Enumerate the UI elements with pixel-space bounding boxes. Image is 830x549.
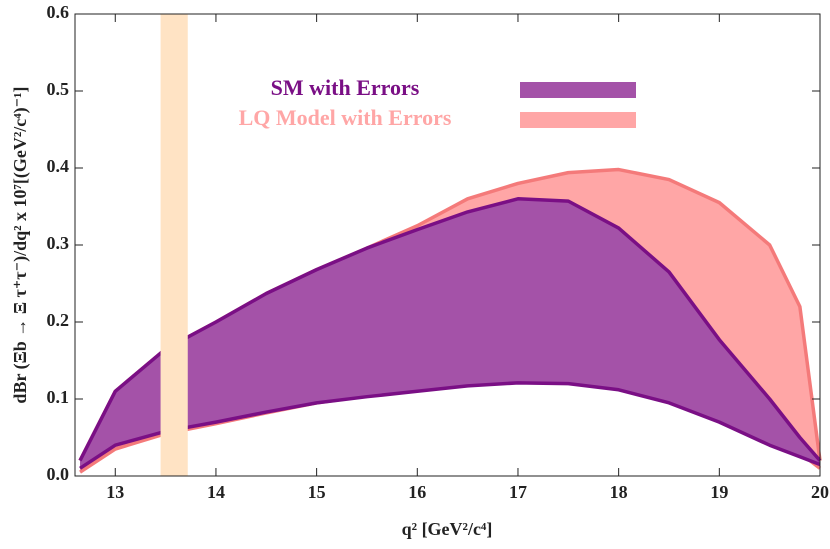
- band-edge: [78, 197, 822, 462]
- x-tick-label: 16: [408, 482, 426, 502]
- x-axis-label: q² [GeV²/c⁴]: [402, 519, 493, 539]
- x-tick-label: 20: [811, 482, 829, 502]
- y-tick-label: 0.0: [47, 464, 70, 484]
- y-tick-label: 0.3: [47, 233, 70, 253]
- legend-label: SM with Errors: [271, 75, 420, 100]
- y-axis-label: dBr (Ξb → Ξ τ⁺τ⁻)/dq² x 10⁷[(GeV²/c⁴)⁻¹]: [10, 86, 31, 403]
- y-tick-label: 0.5: [47, 79, 70, 99]
- legend-label: LQ Model with Errors: [239, 105, 452, 130]
- y-tick-label: 0.1: [47, 387, 70, 407]
- y-tick-label: 0.4: [47, 156, 70, 176]
- x-tick-label: 17: [509, 482, 527, 502]
- y-tick-label: 0.2: [47, 310, 70, 330]
- band-area: [80, 198, 820, 469]
- x-tick-label: 18: [610, 482, 628, 502]
- x-tick-label: 14: [207, 482, 225, 502]
- shaded-region: [160, 14, 188, 476]
- x-tick-label: 13: [106, 482, 124, 502]
- legend-swatch: [520, 112, 636, 128]
- legend-swatch: [520, 82, 636, 98]
- band-edge: [79, 381, 821, 470]
- x-tick-label: 15: [308, 482, 326, 502]
- y-tick-label: 0.6: [47, 2, 70, 22]
- x-tick-label: 19: [710, 482, 728, 502]
